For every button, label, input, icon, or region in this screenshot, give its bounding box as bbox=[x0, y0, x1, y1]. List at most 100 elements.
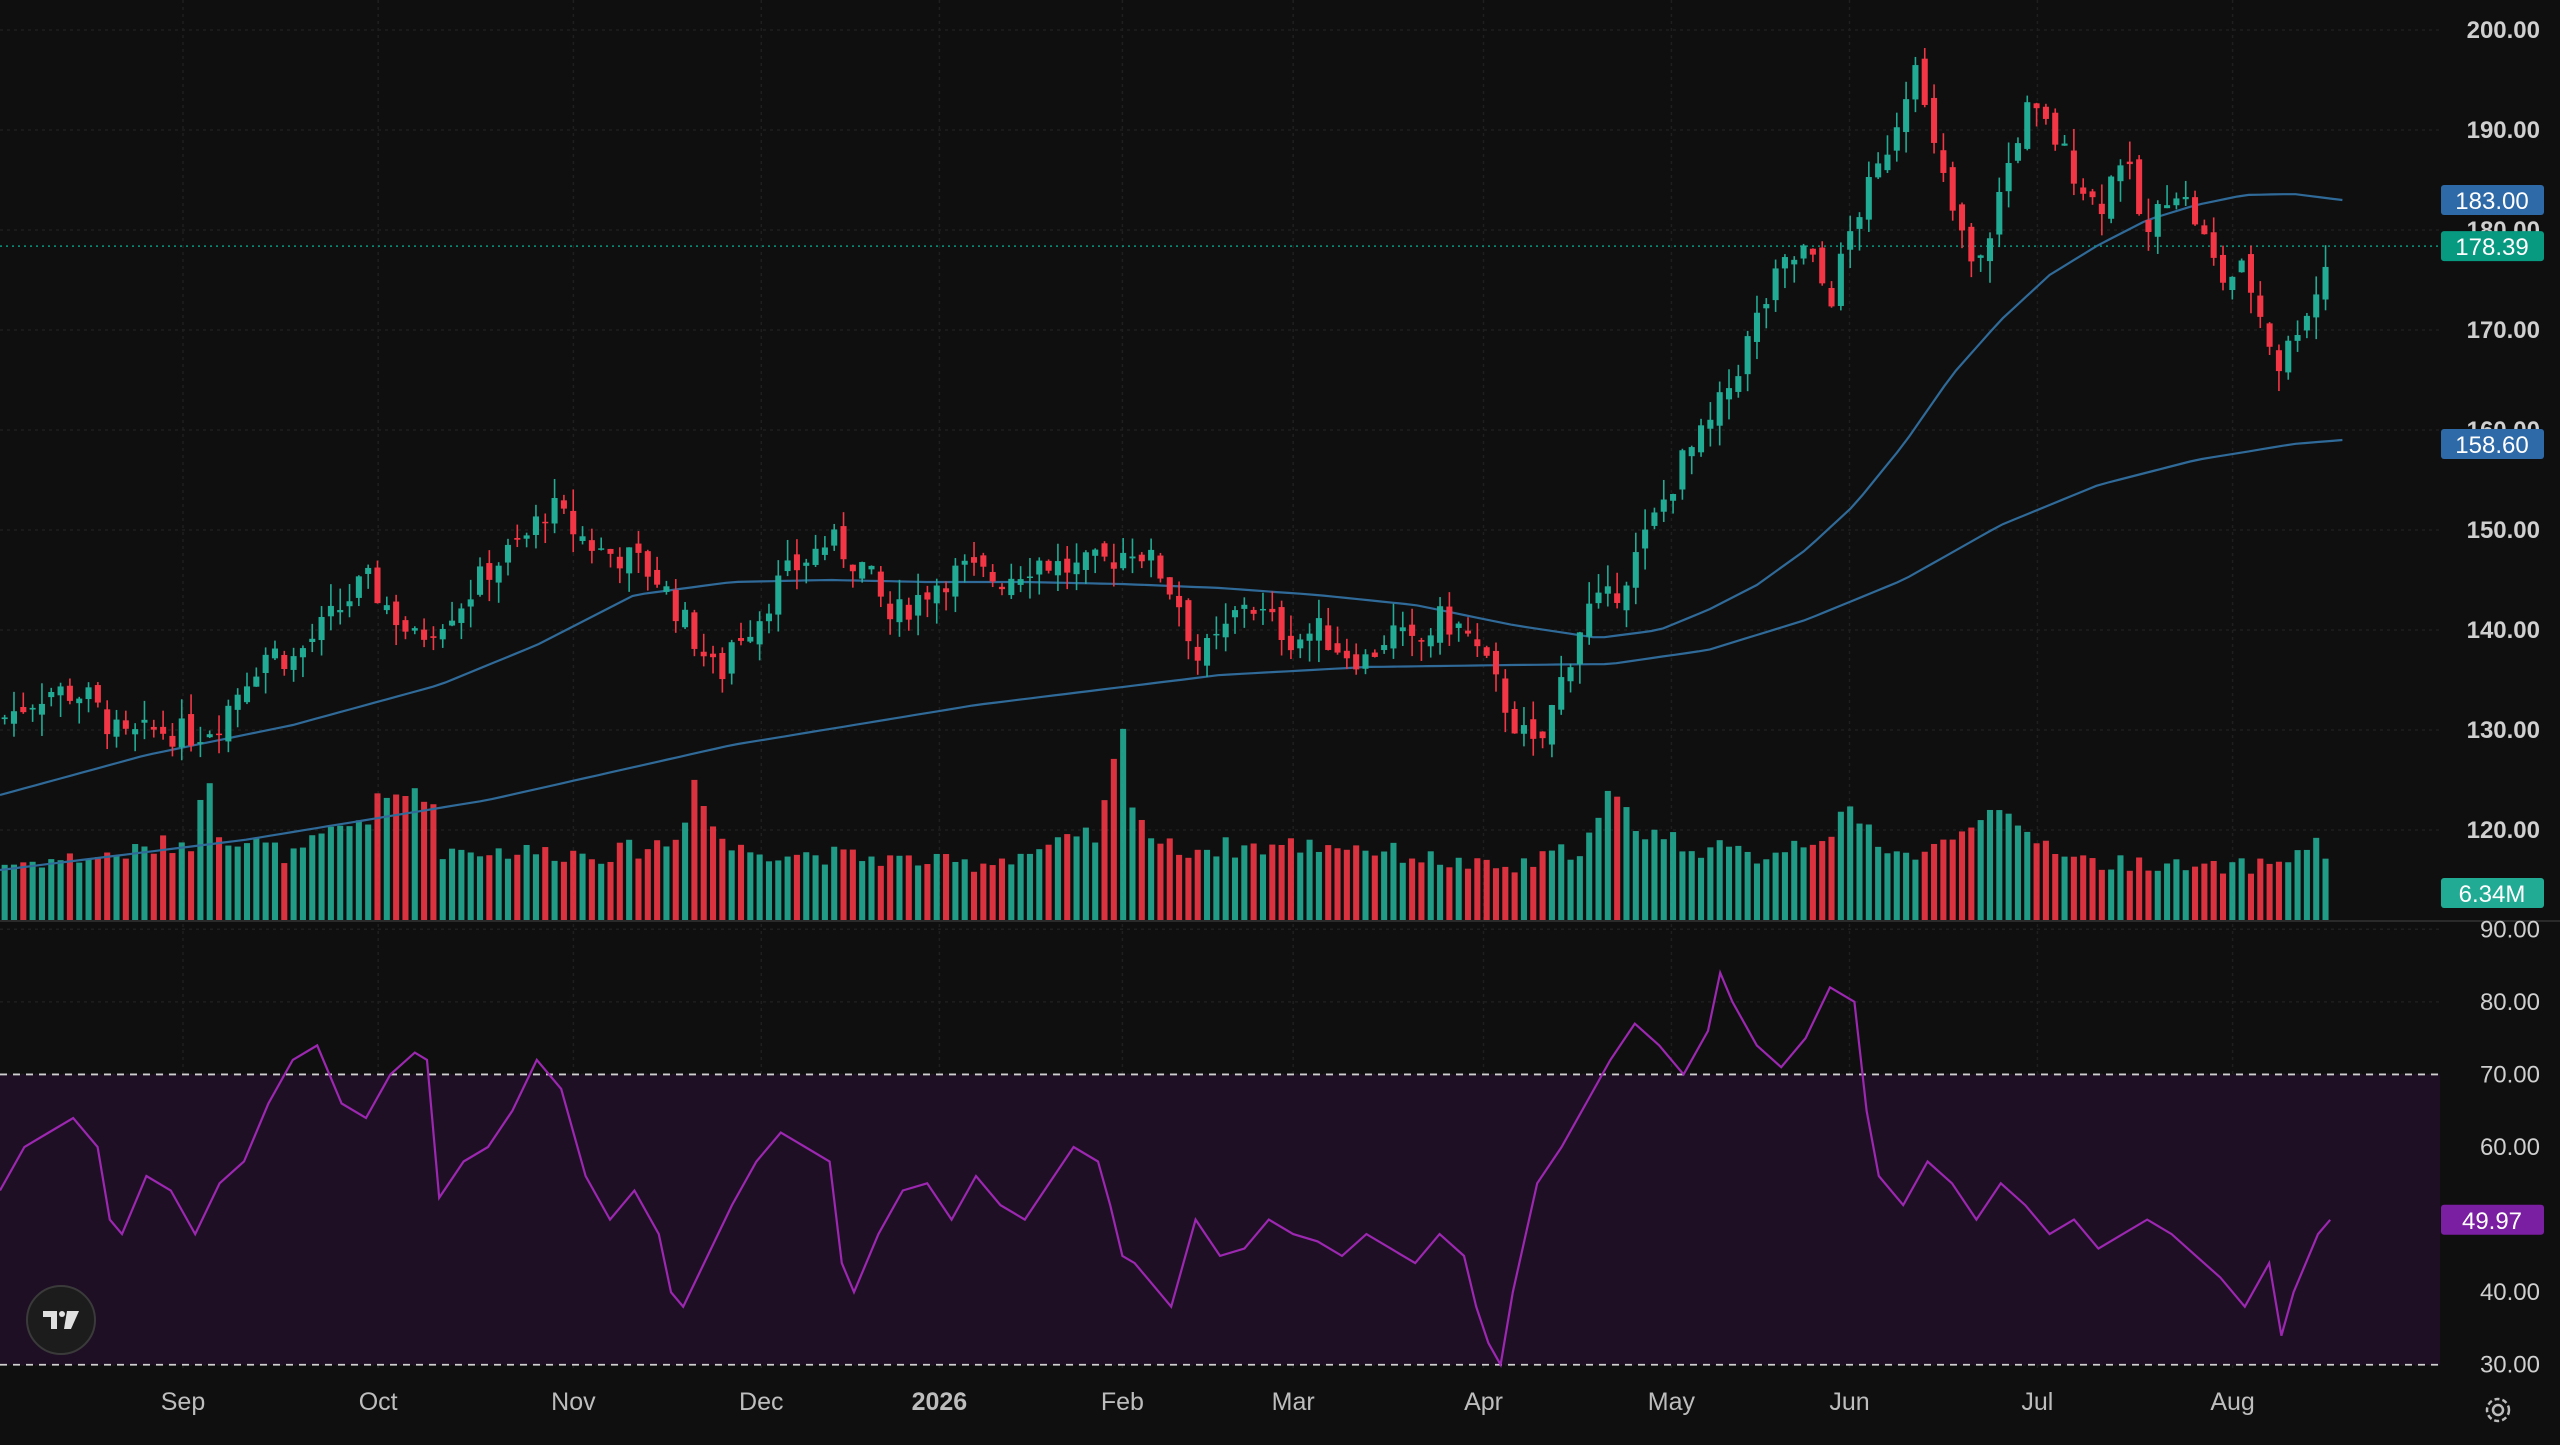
candle-body bbox=[1110, 562, 1117, 569]
volume-bar bbox=[458, 849, 465, 920]
volume-bar bbox=[1185, 857, 1192, 920]
candle-body bbox=[2024, 102, 2031, 149]
volume-bar bbox=[411, 788, 418, 920]
volume-bar bbox=[1735, 845, 1742, 920]
volume-bar bbox=[2247, 873, 2255, 920]
candle-body bbox=[691, 612, 698, 649]
volume-bar bbox=[1250, 843, 1257, 920]
volume-bar bbox=[2173, 859, 2180, 920]
candle-body bbox=[2192, 197, 2199, 225]
volume-bar bbox=[1306, 839, 1313, 920]
candle-body bbox=[1399, 627, 1406, 632]
volume-bar bbox=[1884, 853, 1891, 920]
candle-body bbox=[1446, 606, 1453, 635]
volume-bar bbox=[1362, 850, 1369, 920]
volume-bar bbox=[1847, 806, 1854, 920]
volume-bar bbox=[188, 851, 195, 920]
time-tick-label: Feb bbox=[1101, 1388, 1144, 1416]
volume-bar bbox=[1418, 862, 1425, 920]
ma-fast-badge-bg bbox=[2441, 185, 2544, 215]
candle-body bbox=[374, 567, 381, 604]
volume-bar bbox=[1912, 859, 1919, 920]
volume-bar bbox=[831, 846, 838, 920]
volume-bar bbox=[94, 857, 101, 920]
candle-body bbox=[803, 562, 810, 566]
volume-bar bbox=[1166, 838, 1173, 920]
volume-bar bbox=[2201, 863, 2208, 920]
rsi-tick-label: 70.00 bbox=[2480, 1061, 2540, 1088]
candle-body bbox=[1455, 623, 1462, 628]
volume-bar bbox=[1213, 856, 1220, 920]
candle-body bbox=[1269, 608, 1276, 613]
candle-body bbox=[1660, 499, 1667, 512]
volume-bar bbox=[1931, 843, 1938, 920]
volume-bar bbox=[635, 858, 642, 920]
candle-body bbox=[1912, 65, 1919, 100]
volume-bar bbox=[1204, 849, 1211, 920]
candle-body bbox=[765, 613, 772, 622]
candle-body bbox=[1893, 127, 1900, 151]
candle-body bbox=[1586, 603, 1593, 637]
candle-body bbox=[1157, 555, 1164, 579]
candle-body bbox=[243, 686, 251, 703]
candle-body bbox=[924, 592, 931, 600]
candle-body bbox=[1409, 624, 1416, 636]
rsi-tick-label: 90.00 bbox=[2480, 916, 2540, 943]
volume-bar bbox=[1977, 820, 1984, 920]
candle-body bbox=[2014, 143, 2021, 161]
volume-bar bbox=[756, 854, 763, 920]
candle-body bbox=[1698, 425, 1705, 453]
volume-bar bbox=[1511, 872, 1518, 920]
candle-body bbox=[1837, 253, 1844, 306]
time-tick-label: Aug bbox=[2210, 1388, 2254, 1416]
volume-bar bbox=[616, 842, 623, 920]
candle-body bbox=[1306, 633, 1313, 641]
volume-bar bbox=[1660, 839, 1667, 920]
candle-body bbox=[318, 616, 325, 641]
candle-body bbox=[1539, 731, 1546, 739]
volume-bar bbox=[504, 858, 512, 920]
candle-body bbox=[2126, 161, 2133, 165]
candle-body bbox=[1073, 562, 1080, 575]
candle-body bbox=[1166, 577, 1173, 595]
volume-bar bbox=[1437, 864, 1444, 920]
volume-bar bbox=[2285, 862, 2292, 920]
candle-body bbox=[2247, 254, 2255, 293]
volume-bar bbox=[1222, 837, 1229, 920]
candle-body bbox=[877, 571, 884, 597]
chart-settings-button[interactable] bbox=[2478, 1390, 2518, 1430]
candle-body bbox=[1176, 595, 1183, 608]
volume-bar bbox=[1101, 800, 1108, 920]
candle-body bbox=[1614, 593, 1621, 603]
candle-body bbox=[2322, 266, 2329, 300]
candle-body bbox=[2173, 198, 2180, 206]
rsi-badge-bg bbox=[2441, 1204, 2544, 1235]
volume-bar bbox=[1670, 832, 1677, 920]
volume-bar bbox=[290, 848, 297, 920]
volume-bar bbox=[859, 861, 866, 920]
last-price-badge-bg bbox=[2441, 231, 2544, 262]
candle-body bbox=[225, 705, 232, 742]
candle-body bbox=[840, 526, 847, 560]
volume-badge-text: 6.34M bbox=[2459, 881, 2526, 908]
candle-body bbox=[551, 497, 558, 524]
volume-bar bbox=[85, 858, 92, 920]
volume-bar bbox=[160, 835, 167, 920]
candle-body bbox=[1679, 450, 1686, 490]
candle-body bbox=[952, 565, 959, 597]
volume-bar bbox=[672, 839, 679, 920]
ma-slow-line bbox=[0, 438, 2343, 872]
candle-body bbox=[1129, 556, 1136, 559]
volume-bar bbox=[1390, 842, 1397, 920]
candle-body bbox=[449, 620, 456, 626]
time-tick-label: Sep bbox=[161, 1388, 205, 1416]
candle-body bbox=[262, 654, 269, 673]
candle-body bbox=[821, 547, 828, 555]
candle-body bbox=[1045, 560, 1052, 571]
candle-body bbox=[486, 563, 493, 580]
candle-body bbox=[1623, 585, 1630, 611]
candle-body bbox=[598, 548, 605, 550]
volume-bar bbox=[1148, 838, 1155, 920]
